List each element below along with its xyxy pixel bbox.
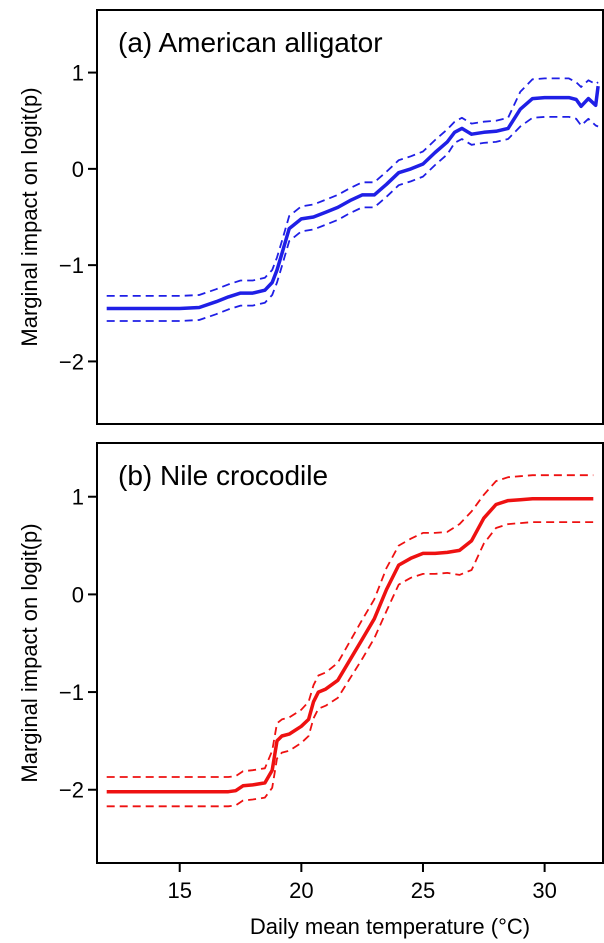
x-tick-label: 25 [411, 878, 435, 903]
lower-confidence-line [106, 116, 599, 322]
y-tick-label: −2 [59, 349, 84, 374]
x-axis-label: Daily mean temperature (°C) [250, 914, 530, 939]
estimate-line [106, 496, 594, 794]
y-tick-label: 1 [72, 61, 84, 86]
y-tick-label: −1 [59, 253, 84, 278]
plot-frame [96, 9, 604, 425]
y-tick-label: 0 [72, 582, 84, 607]
y-tick-label: −2 [59, 778, 84, 803]
y-axis: 1 0 −1 −2 [59, 61, 97, 374]
series-group [106, 474, 594, 808]
lower-confidence-line [106, 521, 594, 808]
x-tick-label: 15 [167, 878, 191, 903]
y-tick-label: 1 [72, 485, 84, 510]
series-group [106, 77, 600, 322]
panel-american-alligator: (a) American alligator 1 0 −1 −2 Marginal i… [17, 9, 604, 425]
panel-title: (a) American alligator [118, 27, 383, 58]
y-tick-label: 0 [72, 157, 84, 182]
y-tick-label: −1 [59, 680, 84, 705]
estimate-line [106, 85, 600, 311]
x-tick-label: 30 [532, 878, 556, 903]
panel-nile-crocodile: (b) Nile crocodile 1 0 −1 −2 15 20 25 30 Margin… [17, 442, 604, 939]
y-axis-label: Marginal impact on logit(p) [17, 523, 42, 782]
plot-frame [96, 442, 604, 864]
upper-confidence-line [106, 77, 599, 297]
upper-confidence-line [106, 474, 594, 778]
x-tick-label: 20 [289, 878, 313, 903]
panel-title: (b) Nile crocodile [118, 460, 328, 491]
axes: 1 0 −1 −2 15 20 25 30 [59, 485, 557, 903]
y-axis-label: Marginal impact on logit(p) [17, 87, 42, 346]
